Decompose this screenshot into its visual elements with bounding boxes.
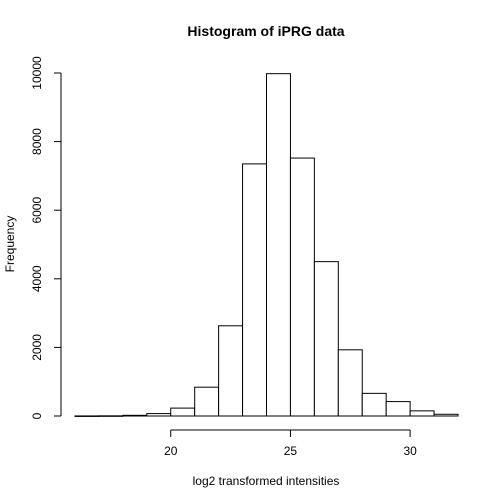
histogram-bar: [314, 262, 338, 416]
histogram-bar: [75, 416, 99, 417]
y-axis-label: Frequency: [3, 216, 17, 273]
histogram-bar: [290, 158, 314, 416]
histogram-bar: [362, 393, 386, 416]
y-tick-label: 2000: [30, 334, 44, 361]
x-axis-label: log2 transformed intensities: [193, 474, 340, 488]
y-tick-label: 10000: [30, 56, 44, 90]
histogram-bar: [171, 408, 195, 416]
x-tick-label: 25: [284, 444, 298, 458]
x-tick-label: 30: [403, 444, 417, 458]
histogram-bar: [267, 74, 291, 416]
histogram-bar: [99, 416, 123, 417]
histogram-bar: [386, 402, 410, 416]
y-axis: 0 2000 4000 6000 8000 10000: [30, 56, 61, 419]
histogram-bar: [195, 387, 219, 416]
histogram-bars: [75, 74, 458, 417]
histogram-bar: [147, 414, 171, 416]
y-tick-label: 0: [30, 412, 44, 419]
y-tick-label: 8000: [30, 128, 44, 155]
histogram-bar: [434, 414, 458, 416]
histogram-bar: [410, 411, 434, 416]
histogram-bar: [219, 326, 243, 416]
x-axis: 20 25 30: [164, 430, 417, 458]
histogram-bar: [243, 164, 267, 416]
y-tick-label: 4000: [30, 265, 44, 292]
histogram-bar: [338, 350, 362, 416]
y-tick-label: 6000: [30, 197, 44, 224]
x-tick-label: 20: [164, 444, 178, 458]
chart-title: Histogram of iPRG data: [187, 23, 344, 39]
histogram-bar: [123, 415, 147, 416]
